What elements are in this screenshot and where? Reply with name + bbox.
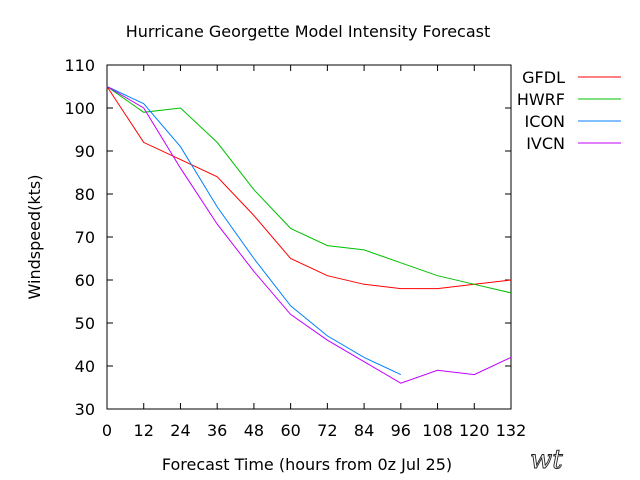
legend-label-icon: ICON <box>525 112 565 131</box>
y-tick-label: 90 <box>75 142 95 161</box>
chart-title: Hurricane Georgette Model Intensity Fore… <box>126 22 491 41</box>
x-axis-title: Forecast Time (hours from 0z Jul 25) <box>162 455 452 474</box>
legend-label-gfdl: GFDL <box>522 68 565 87</box>
x-tick-label: 12 <box>134 421 154 440</box>
x-tick-label: 0 <box>102 421 112 440</box>
y-tick-label: 60 <box>75 271 95 290</box>
x-tick-label: 132 <box>496 421 527 440</box>
series-line-icon <box>106 86 402 376</box>
y-tick-label: 110 <box>64 56 95 75</box>
x-tick-label: 48 <box>244 421 264 440</box>
credit-logo: wt <box>530 445 563 475</box>
x-tick-label: 120 <box>459 421 490 440</box>
legend-label-ivcn: IVCN <box>526 134 565 153</box>
y-tick-label: 100 <box>64 99 95 118</box>
x-tick-label: 36 <box>207 421 227 440</box>
y-tick-label: 30 <box>75 400 95 419</box>
series-line-gfdl <box>106 86 512 290</box>
x-tick-label: 72 <box>317 421 337 440</box>
y-axis-title: Windspeed(kts) <box>25 175 44 300</box>
x-tick-label: 84 <box>354 421 374 440</box>
y-tick-label: 70 <box>75 228 95 247</box>
axis-ticks: 0 12 24 36 48 60 72 84 96 108 120 132 30 40 50 60 70 80 90… <box>64 56 526 440</box>
y-tick-label: 80 <box>75 185 95 204</box>
legend-label-hwrf: HWRF <box>517 90 565 109</box>
x-tick-label: 60 <box>280 421 300 440</box>
x-tick-label: 96 <box>391 421 411 440</box>
x-tick-label: 108 <box>422 421 453 440</box>
series-line-ivcn <box>106 86 512 384</box>
x-tick-label: 24 <box>170 421 190 440</box>
y-tick-label: 50 <box>75 314 95 333</box>
series-line-hwrf <box>106 86 512 294</box>
series-lines <box>106 86 512 384</box>
legend: GFDL HWRF ICON IVCN <box>517 68 621 153</box>
y-tick-label: 40 <box>75 357 95 376</box>
